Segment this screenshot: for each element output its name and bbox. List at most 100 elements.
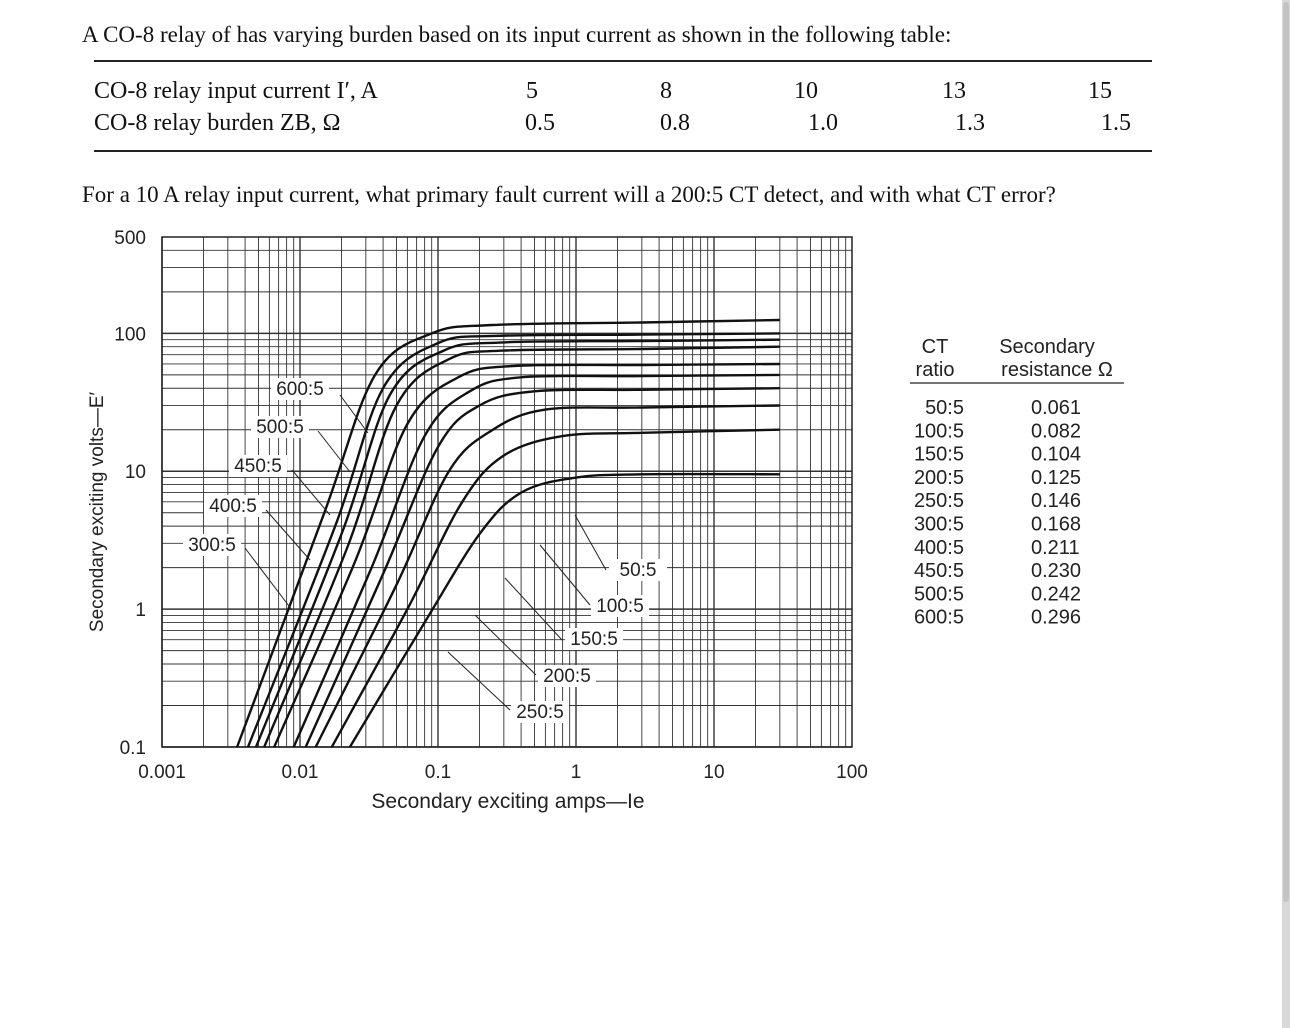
table-top-rule: [94, 60, 1152, 62]
x-tick-label: 1: [571, 762, 582, 783]
excitation-curve-300-5: [273, 362, 780, 748]
legend-ct-ratio: 400:5: [914, 537, 964, 559]
legend-header-resistance: resistance Ω: [1001, 359, 1113, 381]
callout-leader-line: [339, 394, 369, 434]
callout-leader-line: [504, 577, 563, 641]
excitation-curves: [235, 318, 780, 748]
callout-leader-line: [291, 469, 331, 516]
legend-ct-ratio: 450:5: [914, 560, 964, 582]
excitation-curve-50-5: [348, 472, 780, 748]
legend-secondary-resistance: 0.104: [1031, 444, 1081, 466]
legend-header-ratio: ratio: [916, 359, 955, 381]
y-axis-label: Secondary exciting volts—E′: [87, 392, 108, 633]
callout-leader-line: [244, 547, 293, 611]
legend-secondary-resistance: 0.296: [1031, 607, 1081, 629]
callout-leader-line: [474, 614, 537, 676]
legend-secondary-resistance: 0.082: [1031, 420, 1081, 442]
x-tick-label: 10: [703, 762, 724, 783]
relay-burden-value: 1.0: [808, 110, 838, 136]
relay-current-value: 10: [794, 78, 818, 104]
excitation-curve-200-5: [304, 387, 780, 748]
y-tick-label: 500: [114, 228, 146, 249]
callout-label-background: [229, 455, 287, 477]
relay-current-value: 15: [1088, 78, 1112, 104]
legend-ct-ratio: 250:5: [914, 490, 964, 512]
callout-label-500-5: 500:5: [256, 417, 304, 438]
excitation-curve-600-5: [235, 318, 780, 748]
callout-label-background: [538, 665, 596, 687]
excitation-curve-100-5: [330, 428, 780, 748]
callout-label-background: [251, 416, 309, 438]
x-tick-label: 0.01: [282, 762, 319, 783]
relay-burden-value: 1.3: [955, 110, 985, 136]
callout-label-background: [511, 701, 569, 723]
excitation-curve-150-5: [314, 404, 780, 748]
callout-label-background: [183, 534, 241, 556]
relay-current-value: 8: [660, 78, 672, 104]
plot-frame: [161, 236, 853, 748]
callout-label-250-5: 250:5: [516, 702, 564, 723]
legend-secondary-resistance: 0.230: [1031, 560, 1081, 582]
legend-header-ct: CT: [922, 336, 949, 358]
callout-label-background: [271, 378, 329, 400]
legend-ct-ratio: 200:5: [914, 467, 964, 489]
callout-label-100-5: 100:5: [596, 596, 644, 617]
legend-ct-ratio: 50:5: [925, 397, 964, 419]
x-tick-label: 100: [836, 762, 868, 783]
callout-leader-line: [574, 514, 607, 571]
legend-ct-ratio: 500:5: [914, 583, 964, 605]
problem-intro-text: A CO-8 relay of has varying burden based…: [82, 22, 952, 47]
y-tick-label: 0.1: [120, 738, 146, 759]
callout-label-600-5: 600:5: [276, 379, 324, 400]
callout-label-background: [609, 559, 667, 581]
relay-burden-value: 1.5: [1101, 110, 1131, 136]
excitation-curve-250-5: [292, 373, 780, 748]
relay-current-value: 13: [942, 78, 966, 104]
callout-leader-line: [317, 430, 351, 473]
y-tick-label: 1: [135, 600, 146, 621]
x-tick-label: 0.001: [138, 762, 186, 783]
relay-current-label: CO-8 relay input current I′, A: [94, 78, 378, 104]
legend-ct-ratio: 300:5: [914, 514, 964, 536]
callout-label-400-5: 400:5: [209, 496, 257, 517]
curve-callouts: 600:5 500:5 450:5 400:5 300:5 50:5 100:5 150:5 2…: [183, 378, 667, 723]
legend-secondary-resistance: 0.061: [1031, 397, 1081, 419]
callout-leader-line: [539, 544, 591, 606]
legend-rows: 50:5 0.061 100:5 0.082 150:5 0.104 200:5 0.125 2…: [914, 397, 1081, 629]
callout-leader-line: [265, 509, 311, 561]
legend-secondary-resistance: 0.125: [1031, 467, 1081, 489]
callout-label-background: [591, 595, 649, 617]
relay-burden-value: 0.5: [525, 110, 555, 136]
y-tick-label: 100: [114, 324, 146, 345]
problem-question-text: For a 10 A relay input current, what pri…: [82, 182, 1056, 207]
axis-tick-labels: 0.001 0.01 0.1 1 10 100 0.1 1 10 100 500: [114, 228, 868, 783]
legend-secondary-resistance: 0.168: [1031, 514, 1081, 536]
excitation-curve-500-5: [246, 332, 780, 748]
relay-burden-label: CO-8 relay burden ZB, Ω: [94, 110, 341, 136]
legend-secondary-resistance: 0.242: [1031, 583, 1081, 605]
legend-secondary-resistance: 0.211: [1031, 537, 1080, 559]
callout-label-50-5: 50:5: [620, 560, 657, 581]
y-tick-label: 10: [125, 462, 146, 483]
callout-label-background: [565, 628, 623, 650]
table-bottom-rule: [94, 150, 1152, 152]
legend-header-secondary: Secondary: [999, 336, 1095, 358]
callout-leader-line: [447, 651, 511, 711]
excitation-curve-450-5: [254, 338, 780, 748]
excitation-curve-400-5: [263, 345, 780, 748]
legend-ct-ratio: 150:5: [914, 444, 964, 466]
legend-ct-ratio: 100:5: [914, 420, 964, 442]
callout-label-150-5: 150:5: [570, 629, 618, 650]
callout-label-450-5: 450:5: [234, 456, 282, 477]
x-axis-label: Secondary exciting amps—Ie: [371, 790, 644, 813]
callout-label-background: [204, 495, 262, 517]
page-scrollbar-thumb[interactable]: [1283, 2, 1289, 902]
callout-label-200-5: 200:5: [543, 666, 591, 687]
relay-burden-value: 0.8: [660, 110, 690, 136]
page-scrollbar[interactable]: [1282, 0, 1290, 1028]
legend-ct-ratio: 600:5: [914, 607, 964, 629]
relay-current-value: 5: [526, 78, 538, 104]
x-tick-label: 0.1: [425, 762, 451, 783]
ct-legend-table: CT ratio Secondary resistance Ω 50:5 0.06…: [910, 336, 1124, 629]
